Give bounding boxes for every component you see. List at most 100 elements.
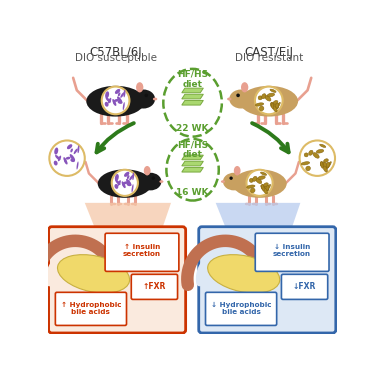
Polygon shape xyxy=(216,203,300,230)
Ellipse shape xyxy=(306,166,310,171)
Ellipse shape xyxy=(127,183,131,186)
Ellipse shape xyxy=(70,154,75,161)
Polygon shape xyxy=(85,203,171,230)
FancyBboxPatch shape xyxy=(56,292,126,326)
FancyBboxPatch shape xyxy=(49,227,186,333)
Ellipse shape xyxy=(105,102,109,106)
Ellipse shape xyxy=(67,144,72,149)
Ellipse shape xyxy=(234,166,241,176)
Ellipse shape xyxy=(266,184,270,192)
Ellipse shape xyxy=(153,98,157,100)
Ellipse shape xyxy=(132,184,134,192)
Ellipse shape xyxy=(122,182,125,187)
Text: DIO susceptible: DIO susceptible xyxy=(75,54,157,63)
Ellipse shape xyxy=(313,153,319,158)
Circle shape xyxy=(246,170,273,196)
Ellipse shape xyxy=(117,96,123,104)
Text: C57BL/6J: C57BL/6J xyxy=(89,46,142,59)
Circle shape xyxy=(255,87,283,114)
Ellipse shape xyxy=(261,186,264,189)
Ellipse shape xyxy=(276,103,279,108)
FancyBboxPatch shape xyxy=(131,274,177,299)
Ellipse shape xyxy=(261,172,267,175)
Ellipse shape xyxy=(247,185,255,188)
Ellipse shape xyxy=(132,172,134,180)
Ellipse shape xyxy=(271,104,274,107)
Ellipse shape xyxy=(256,178,262,184)
Ellipse shape xyxy=(70,159,75,162)
Text: ↑ Hydrophobic
bile acids: ↑ Hydrophobic bile acids xyxy=(61,302,121,315)
Circle shape xyxy=(230,177,233,180)
Ellipse shape xyxy=(58,156,61,161)
Ellipse shape xyxy=(115,89,120,94)
Ellipse shape xyxy=(304,153,308,157)
Ellipse shape xyxy=(112,99,116,105)
Circle shape xyxy=(236,93,240,97)
Ellipse shape xyxy=(123,102,125,110)
Circle shape xyxy=(102,87,129,114)
FancyBboxPatch shape xyxy=(206,292,277,326)
Ellipse shape xyxy=(136,82,143,92)
Ellipse shape xyxy=(264,183,268,186)
Ellipse shape xyxy=(266,185,269,190)
Ellipse shape xyxy=(265,96,271,101)
Text: HF/HS
diet: HF/HS diet xyxy=(177,70,208,89)
Ellipse shape xyxy=(74,148,78,154)
Polygon shape xyxy=(182,155,203,160)
Ellipse shape xyxy=(270,89,276,92)
Ellipse shape xyxy=(98,170,152,198)
Ellipse shape xyxy=(114,99,119,102)
Ellipse shape xyxy=(105,91,109,98)
Text: CAST/EiJ: CAST/EiJ xyxy=(244,46,293,59)
Ellipse shape xyxy=(114,184,118,189)
Circle shape xyxy=(112,170,138,196)
Ellipse shape xyxy=(326,162,331,169)
Ellipse shape xyxy=(126,179,132,186)
Ellipse shape xyxy=(255,103,264,106)
Ellipse shape xyxy=(241,82,248,92)
Ellipse shape xyxy=(57,255,130,293)
Text: ↑ Insulin
secretion: ↑ Insulin secretion xyxy=(123,244,161,257)
Text: ↓ Insulin
secretion: ↓ Insulin secretion xyxy=(273,244,311,257)
FancyBboxPatch shape xyxy=(105,233,179,272)
Ellipse shape xyxy=(321,162,323,168)
Text: 22 WK: 22 WK xyxy=(176,124,209,134)
Ellipse shape xyxy=(267,93,274,97)
Ellipse shape xyxy=(320,144,326,147)
Ellipse shape xyxy=(63,157,67,163)
FancyBboxPatch shape xyxy=(281,274,328,299)
Polygon shape xyxy=(182,167,203,172)
FancyBboxPatch shape xyxy=(255,233,329,272)
Ellipse shape xyxy=(221,180,225,183)
Ellipse shape xyxy=(273,106,277,112)
Ellipse shape xyxy=(106,98,111,103)
Ellipse shape xyxy=(129,175,133,180)
Ellipse shape xyxy=(316,149,324,153)
Ellipse shape xyxy=(253,176,257,182)
Ellipse shape xyxy=(140,173,161,190)
Ellipse shape xyxy=(70,148,73,152)
Ellipse shape xyxy=(124,172,129,177)
Circle shape xyxy=(144,93,148,97)
Ellipse shape xyxy=(118,92,120,96)
Ellipse shape xyxy=(275,102,280,110)
Ellipse shape xyxy=(309,150,313,155)
Ellipse shape xyxy=(240,86,298,117)
Polygon shape xyxy=(182,161,203,166)
Ellipse shape xyxy=(86,86,145,117)
Ellipse shape xyxy=(258,176,265,180)
Ellipse shape xyxy=(64,159,67,165)
FancyBboxPatch shape xyxy=(199,227,336,333)
Text: HF/HS
diet: HF/HS diet xyxy=(177,140,208,159)
Ellipse shape xyxy=(273,100,278,104)
Ellipse shape xyxy=(144,166,150,176)
Text: ↓FXR: ↓FXR xyxy=(293,282,316,291)
Ellipse shape xyxy=(123,90,125,98)
Ellipse shape xyxy=(54,160,58,165)
Ellipse shape xyxy=(108,98,111,104)
Ellipse shape xyxy=(327,162,330,167)
Text: 16 WK: 16 WK xyxy=(176,188,209,197)
Text: ↑FXR: ↑FXR xyxy=(143,282,166,291)
Polygon shape xyxy=(182,94,203,99)
Text: ↓ Hydrophobic
bile acids: ↓ Hydrophobic bile acids xyxy=(211,302,272,315)
